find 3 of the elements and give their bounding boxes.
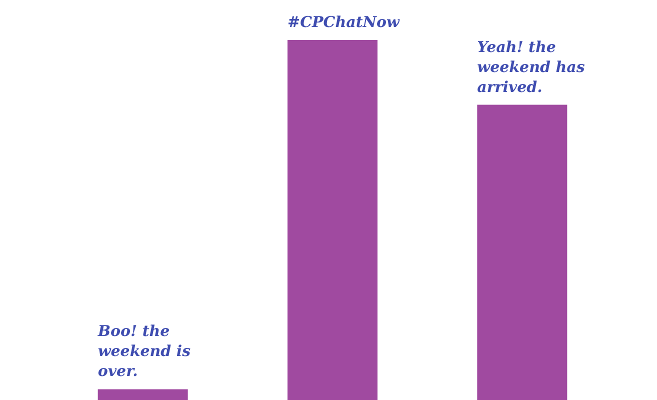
x-tick-label: Yeah! the weekend has arrived.	[477, 38, 590, 96]
x-tick-label: #CPChatNow	[288, 13, 400, 31]
x-tick-label: Boo! the weekend is over.	[96, 322, 196, 380]
